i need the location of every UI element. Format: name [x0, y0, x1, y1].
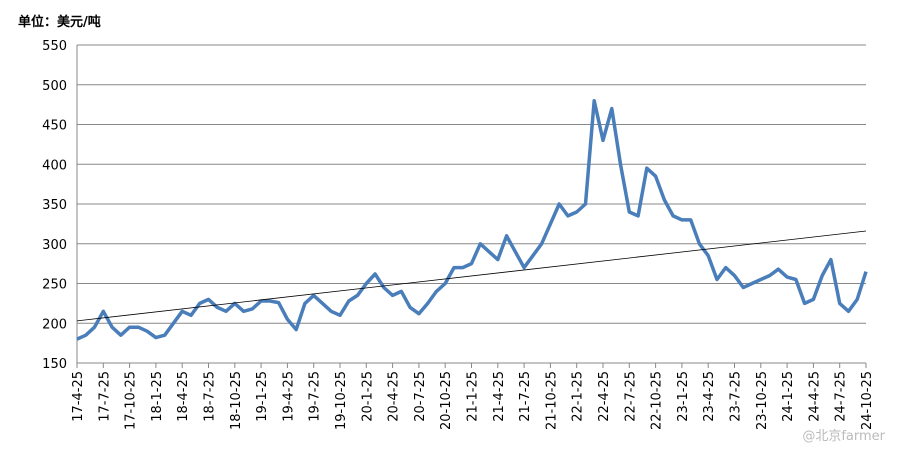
y-tick-label: 550 — [42, 39, 67, 54]
x-tick-label: 23-4-25 — [702, 371, 717, 422]
x-tick-label: 18-4-25 — [176, 371, 191, 422]
x-tick-label: 21-4-25 — [492, 371, 507, 422]
x-tick-label: 24-10-25 — [860, 371, 875, 430]
x-tick-label: 22-7-25 — [623, 371, 638, 422]
x-tick-label: 17-10-25 — [124, 371, 139, 430]
x-tick-label: 19-1-25 — [255, 371, 270, 422]
x-tick-label: 21-7-25 — [518, 371, 533, 422]
x-tick-label: 24-1-25 — [781, 371, 796, 422]
x-tick-label: 22-4-25 — [597, 371, 612, 422]
x-tick-label: 19-7-25 — [308, 371, 323, 422]
x-tick-label: 18-7-25 — [203, 371, 218, 422]
x-tick-label: 20-1-25 — [360, 371, 375, 422]
x-tick-label: 19-4-25 — [281, 371, 296, 422]
data-line — [76, 98, 868, 341]
x-tick-label: 21-1-25 — [466, 371, 481, 422]
y-tick-label: 350 — [42, 198, 67, 213]
y-tick-label: 300 — [42, 238, 67, 253]
x-tick-label: 19-10-25 — [334, 371, 349, 430]
y-tick-label: 250 — [42, 278, 67, 293]
x-tick-label: 17-4-25 — [71, 371, 86, 422]
x-tick-label: 21-10-25 — [544, 371, 559, 430]
x-tick-label: 24-7-25 — [834, 371, 849, 422]
x-tick-label: 20-10-25 — [439, 371, 454, 430]
x-tick-label: 23-10-25 — [755, 371, 770, 430]
x-tick-label: 17-7-25 — [97, 371, 112, 422]
y-tick-label: 500 — [42, 79, 67, 94]
x-tick-label: 20-7-25 — [413, 371, 428, 422]
y-tick-label: 200 — [42, 317, 67, 332]
x-tick-label: 23-1-25 — [676, 371, 691, 422]
x-tick-label: 20-4-25 — [387, 371, 402, 422]
y-tick-label: 450 — [42, 119, 67, 134]
x-tick-label: 18-10-25 — [229, 371, 244, 430]
x-tick-label: 22-10-25 — [650, 371, 665, 430]
y-tick-label: 400 — [42, 158, 67, 173]
x-tick-label: 18-1-25 — [150, 371, 165, 422]
trendline — [76, 230, 867, 322]
x-tick-label: 24-4-25 — [807, 371, 822, 422]
x-tick-label: 22-1-25 — [571, 371, 586, 422]
watermark: @北京farmer — [802, 429, 885, 444]
x-tick-label: 23-7-25 — [729, 371, 744, 422]
y-tick-label: 150 — [42, 357, 67, 372]
y-axis-label: 单位：美元/吨 — [18, 14, 101, 30]
